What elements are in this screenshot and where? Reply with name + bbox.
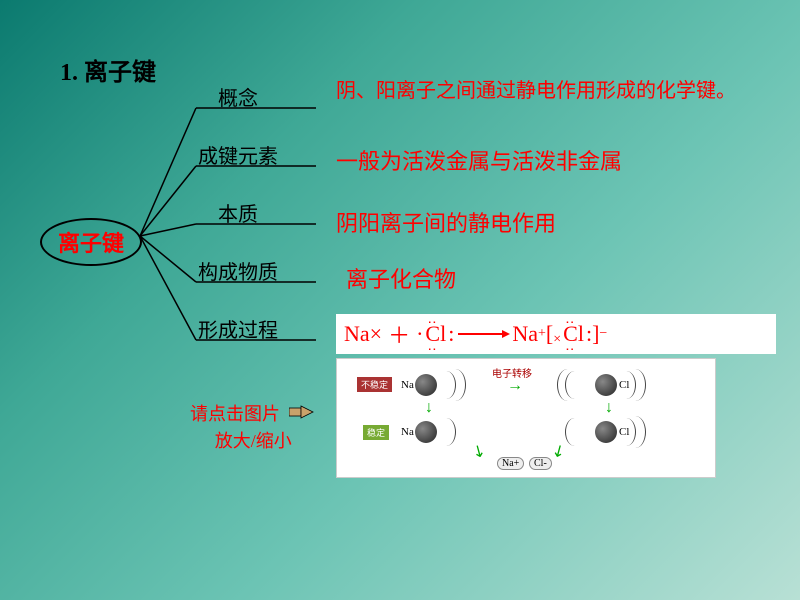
hint-line2: 放大/缩小 — [215, 431, 292, 451]
atom-na-top-label: Na — [401, 379, 414, 391]
branch-label-elements: 成键元素 — [198, 140, 278, 169]
ion-na-plus: Na+ — [497, 457, 524, 470]
unstable-tag: 不稳定 — [357, 377, 392, 392]
atom-cl-bottom — [595, 421, 617, 443]
formula-rhs-na-sup: + — [538, 326, 546, 342]
formula-bracket-open: [ — [546, 321, 553, 347]
formula-na-x: × — [370, 321, 382, 347]
electron-transfer-diagram[interactable]: 不稳定 Na 电子转移 → Cl ↓ ↓ 稳定 Na Cl ↘ ↙ Na+ Cl… — [336, 358, 716, 478]
stable-tag: 稳定 — [363, 425, 389, 440]
ion-cl-minus: Cl- — [529, 457, 552, 470]
branch-desc-concept: 阴、阳离子之间通过静电作用形成的化学键。 — [336, 78, 756, 104]
arc-cl-bottom-3 — [625, 416, 646, 448]
formula-cl: ‥Cl‥ — [423, 321, 448, 347]
formula-arrow-icon — [458, 333, 508, 335]
branch-label-concept: 概念 — [218, 82, 258, 111]
formula-rhs-charge: − — [599, 326, 607, 342]
branch-desc-compose: 离子化合物 — [346, 262, 456, 294]
branch-desc-elements: 一般为活泼金属与活泼非金属 — [336, 144, 622, 176]
arc-cl-bottom-1 — [565, 418, 584, 446]
formula-rhs-x: × — [553, 332, 561, 348]
atom-na-top — [415, 374, 437, 396]
arc-na-top-2 — [445, 369, 466, 401]
formula-cl-dot: · — [416, 321, 423, 347]
branch-label-compose: 构成物质 — [198, 256, 278, 285]
arrow-e-transfer-icon: → — [507, 377, 523, 395]
formula-bracket-close: ] — [592, 321, 599, 347]
formula-na-cl: Na× ＋ ·‥Cl‥: Na+ [×‥Cl‥:]− — [336, 314, 776, 354]
branch-label-essence: 本质 — [218, 198, 258, 227]
slide-title: 1. 离子键 — [60, 52, 156, 87]
center-node-ionic-bond: 离子键 — [40, 218, 142, 266]
zoom-hint: 请点击图片 放大/缩小 — [190, 402, 317, 455]
arrow-down-right-icon: ↓ — [605, 399, 613, 417]
formula-cl-colon: : — [448, 321, 454, 347]
branch-desc-essence: 阴阳离子间的静电作用 — [336, 206, 556, 238]
hand-point-icon — [289, 402, 317, 429]
hint-line1: 请点击图片 — [190, 404, 280, 424]
arrow-down-left-icon: ↓ — [425, 399, 433, 417]
formula-rhs-na: Na — [512, 321, 538, 347]
arrow-in-left-icon: ↘ — [468, 439, 490, 463]
formula-plus: ＋ — [388, 318, 410, 350]
formula-rhs-cl: ‥Cl‥ — [561, 321, 586, 347]
atom-na-bottom-label: Na — [401, 426, 414, 438]
atom-cl-top — [595, 374, 617, 396]
arc-na-bottom-1 — [437, 418, 456, 446]
arc-cl-top-2 — [565, 371, 584, 399]
atom-na-bottom — [415, 421, 437, 443]
formula-na: Na — [344, 321, 370, 347]
branch-label-process: 形成过程 — [198, 314, 278, 343]
arc-cl-top-4 — [625, 369, 646, 401]
